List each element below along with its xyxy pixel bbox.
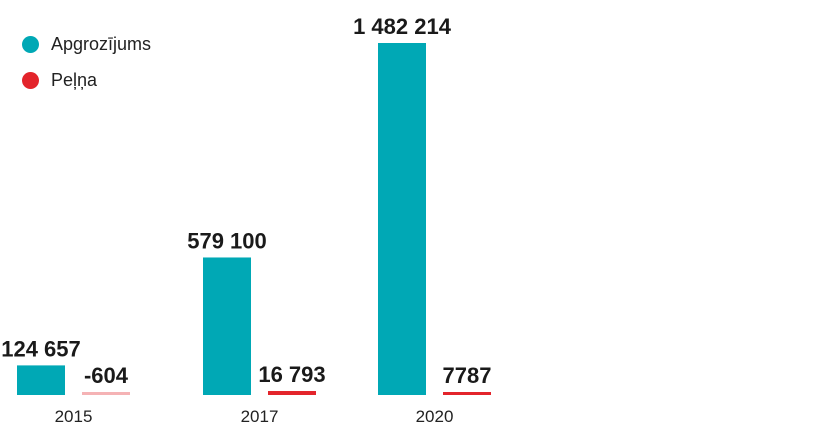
value-label-profit-2015: -604 [84,363,129,388]
legend-label-profit: Peļņa [51,69,98,90]
bar-profit-2017 [268,391,316,395]
legend-item-profit: Peļņa [22,62,151,98]
legend-dot-revenue [22,35,39,53]
value-label-profit-2020: 7787 [443,363,492,388]
bar-revenue-2017 [203,257,251,395]
legend-item-revenue: Apgrozījums [22,26,151,62]
bar-revenue-2020 [378,43,426,395]
bar-profit-2015 [82,392,130,395]
legend: Apgrozījums Peļņa [22,26,151,98]
x-tick-2020: 2020 [416,407,454,426]
value-label-revenue-2020: 1 482 214 [353,14,452,39]
value-label-revenue-2015: 124 657 [1,336,81,361]
legend-label-revenue: Apgrozījums [51,33,152,54]
value-label-revenue-2017: 579 100 [187,228,267,253]
value-label-profit-2017: 16 793 [258,362,325,387]
legend-dot-profit [22,71,39,89]
bar-profit-2020 [443,392,491,395]
x-tick-2015: 2015 [55,407,93,426]
x-tick-2017: 2017 [241,407,279,426]
bar-revenue-2015 [17,365,65,395]
